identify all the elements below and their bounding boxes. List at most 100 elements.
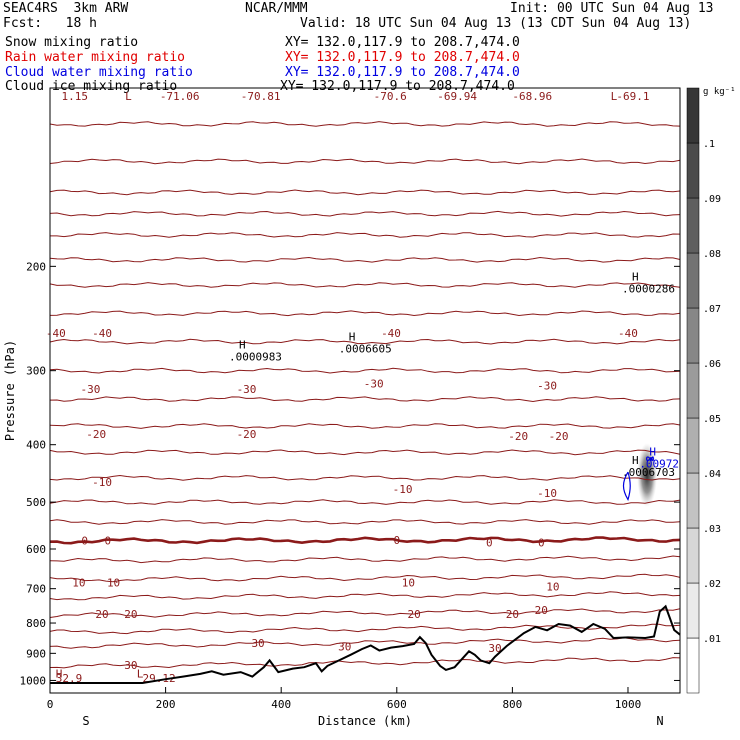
contour-label: -10 [393, 483, 413, 496]
temperature-contour-line [49, 555, 681, 564]
contour-label: -20 [237, 428, 257, 441]
contour-label: -30 [537, 380, 557, 393]
colorbar-segment [686, 307, 700, 364]
field-cloudice-name: Cloud ice mixing ratio [5, 79, 178, 94]
y-axis-label: Pressure (hPa) [3, 340, 17, 441]
contour-label: -40 [92, 327, 112, 340]
field-snow-xy: XY= 132.0,117.9 to 208.7,474.0 [285, 35, 520, 50]
high-value-label: .00972 [639, 457, 679, 470]
colorbar-unit-label: g kg⁻¹ [703, 87, 736, 97]
temperature-contour-line [49, 282, 681, 288]
x-tick-label: 400 [271, 698, 291, 711]
temperature-contour-line [49, 536, 681, 545]
high-marker: H [632, 271, 639, 284]
high-value-label: .0000286 [622, 283, 675, 296]
contour-label: -20 [86, 428, 106, 441]
top-extremum-label: L [125, 90, 132, 103]
colorbar-segment [686, 527, 700, 584]
temperature-contour-line [49, 499, 681, 505]
top-extremum-label: -69.1 [616, 90, 649, 103]
contour-label: 20 [408, 608, 421, 621]
colorbar-segment [686, 362, 700, 419]
header-fcst: Fcst: 18 h [3, 16, 97, 31]
x-tick-label: 1000 [615, 698, 642, 711]
temperature-contour-line [49, 423, 681, 429]
x-tick-label: 600 [387, 698, 407, 711]
contour-label: 20 [124, 608, 137, 621]
colorbar-segment [686, 417, 700, 474]
contour-label: -10 [537, 487, 557, 500]
colorbar-tick-label: .04 [703, 469, 721, 480]
high-marker: H [239, 339, 246, 352]
high-value-label: .0000983 [229, 351, 282, 364]
temperature-contour-line [49, 474, 681, 481]
colorbar-segment [686, 637, 700, 694]
contour-label: 20 [535, 604, 548, 617]
temperature-contour-line [49, 310, 681, 317]
colorbar-tick-label: .06 [703, 359, 721, 370]
top-extremum-label: -70.81 [241, 90, 281, 103]
contour-label: 20 [95, 608, 108, 621]
colorbar-segment [686, 197, 700, 254]
contour-label: -10 [92, 476, 112, 489]
top-extremum-label: 1.15 [62, 90, 89, 103]
contour-label: -40 [618, 327, 638, 340]
temperature-contour-line [49, 657, 681, 669]
colorbar-tick-label: .08 [703, 249, 721, 260]
colorbar-segment [686, 142, 700, 199]
colorbar-tick-label: .07 [703, 304, 721, 315]
temperature-contour-line [49, 367, 681, 374]
temperature-contour-line [49, 210, 681, 217]
x-axis-end-label-south: S [82, 714, 89, 728]
contour-label: 10 [546, 581, 559, 594]
contour-label: 10 [72, 576, 85, 589]
colorbar-tick-label: .01 [703, 634, 721, 645]
contour-label: 0 [393, 534, 400, 547]
surface-extremum-label: L [137, 667, 144, 680]
surface-extremum-label: 32.9 [56, 672, 83, 685]
x-tick-label: 200 [156, 698, 176, 711]
y-tick-label: 600 [26, 543, 46, 556]
x-tick-label: 0 [47, 698, 54, 711]
y-tick-label: 800 [26, 617, 46, 630]
temperature-contour-line [49, 608, 681, 618]
contour-label: 0 [486, 536, 493, 549]
header-valid: Valid: 18 UTC Sun 04 Aug 13 (13 CDT Sun … [300, 16, 692, 31]
high-marker: H [349, 330, 356, 343]
contour-label: -30 [237, 383, 257, 396]
high-marker: H [649, 445, 656, 458]
colorbar-segment [686, 582, 700, 639]
temperature-contour-line [50, 232, 681, 238]
high-value-label: .0006605 [339, 342, 392, 355]
y-tick-label: 200 [26, 260, 46, 273]
cloud-water-contour [646, 456, 654, 462]
high-marker: H [632, 454, 639, 467]
top-extremum-label: -69.94 [437, 90, 477, 103]
y-tick-label: 1000 [20, 674, 47, 687]
top-extremum-label: L [611, 90, 618, 103]
colorbar-tick-label: .03 [703, 524, 721, 535]
temperature-contour-line [49, 519, 681, 525]
terrain-line [50, 604, 681, 684]
field-cloudwater-name: Cloud water mixing ratio [5, 65, 193, 80]
field-cloudice-xy: XY= 132.0,117.9 to 208.7,474.0 [280, 79, 515, 94]
colorbar-segment [686, 472, 700, 529]
header-project: SEAC4RS 3km ARW [3, 1, 129, 16]
field-snow-name: Snow mixing ratio [5, 35, 139, 50]
top-extremum-label: -70.6 [374, 90, 407, 103]
temperature-contour-line [49, 121, 681, 127]
top-extremum-label: -71.06 [160, 90, 200, 103]
contour-label: -30 [364, 377, 384, 390]
x-tick-label: 800 [502, 698, 522, 711]
y-tick-label: 300 [26, 365, 46, 378]
temperature-contour-line [49, 637, 681, 649]
contour-label: -40 [381, 327, 401, 340]
contour-label: 0 [104, 535, 111, 548]
high-value-label: .0006703 [622, 466, 675, 479]
y-tick-label: 500 [26, 496, 46, 509]
temperature-contour-line [49, 158, 681, 165]
header-init: Init: 00 UTC Sun 04 Aug 13 [510, 1, 714, 16]
temperature-contour-line [49, 591, 681, 601]
contour-label: 30 [124, 659, 137, 672]
